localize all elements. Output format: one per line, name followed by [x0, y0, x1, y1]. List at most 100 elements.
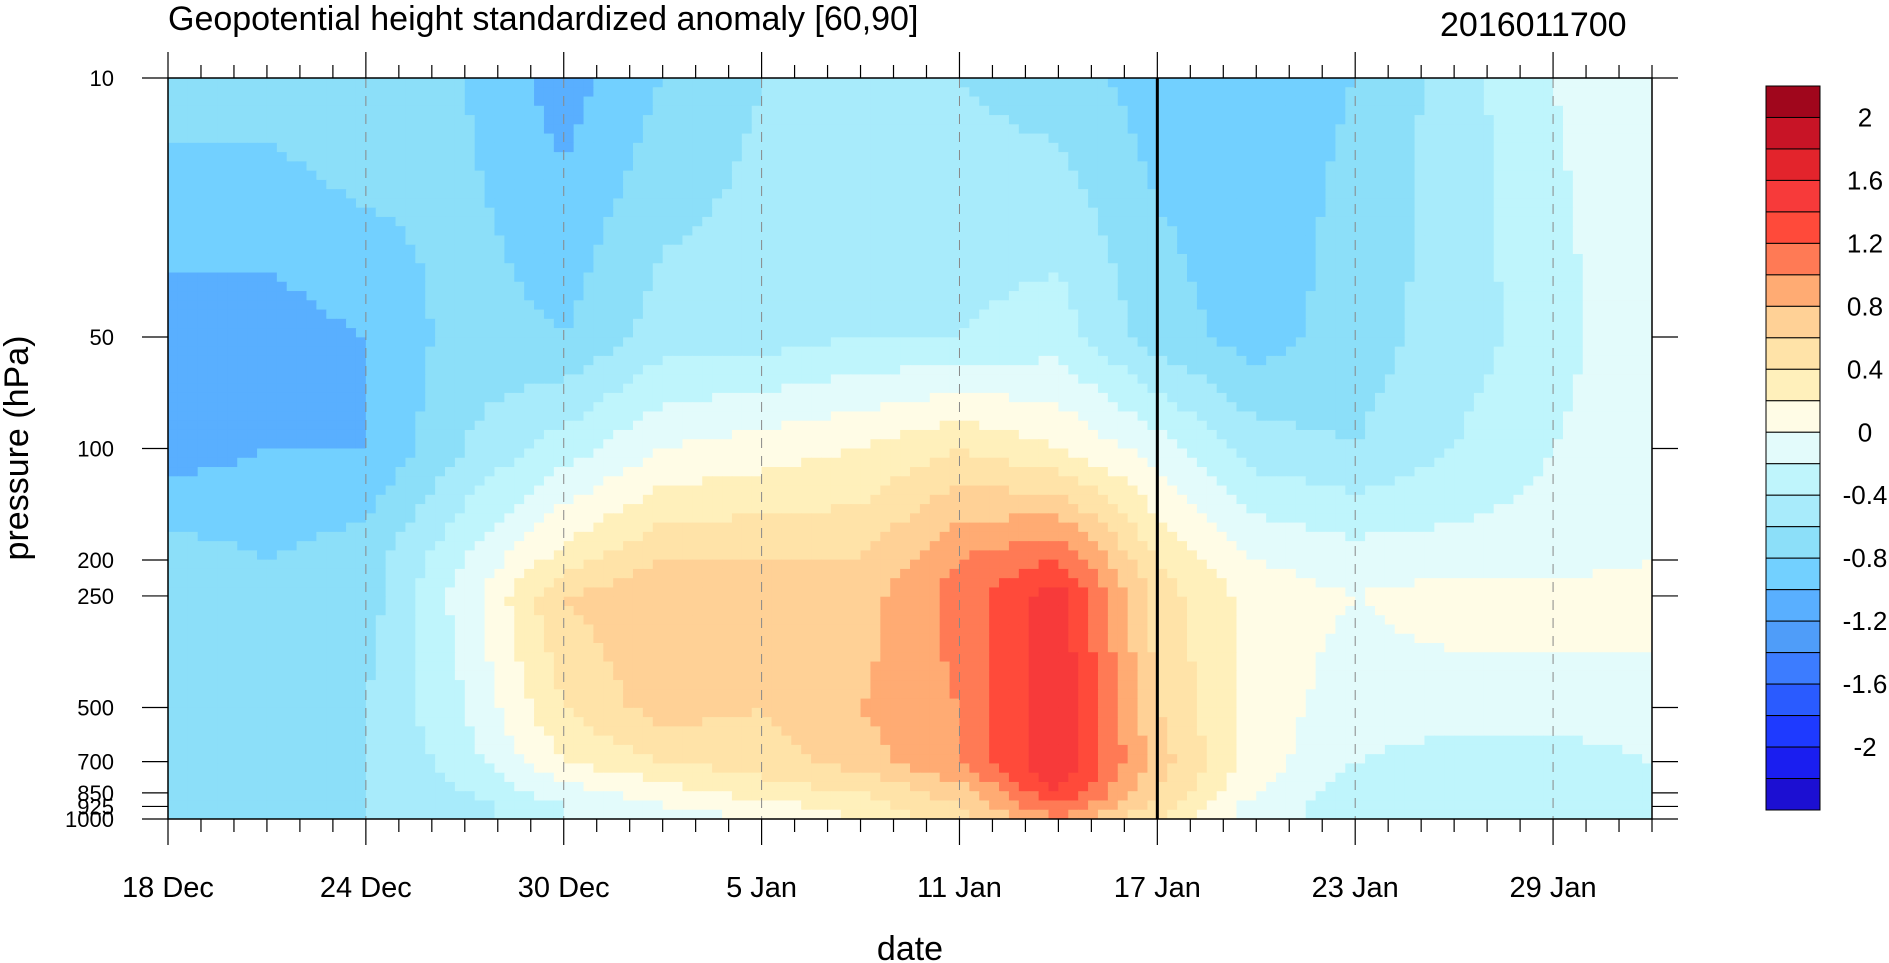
- field-cell: [1612, 96, 1623, 107]
- field-cell: [1246, 216, 1257, 227]
- field-cell: [722, 179, 733, 190]
- field-cell: [207, 346, 219, 357]
- field-cell: [1464, 142, 1475, 153]
- field-cell: [1157, 365, 1168, 375]
- field-cell: [395, 78, 407, 88]
- field-cell: [1632, 78, 1643, 88]
- field-cell: [1572, 207, 1584, 218]
- field-cell: [1553, 355, 1564, 366]
- field-cell: [1345, 78, 1356, 88]
- field-cell: [1582, 78, 1594, 88]
- field-cell: [1434, 281, 1445, 292]
- field-cell: [1365, 309, 1376, 320]
- field-cell: [1117, 105, 1129, 116]
- field-cell: [1117, 365, 1129, 375]
- field-cell: [1454, 170, 1465, 181]
- field-cell: [929, 272, 941, 283]
- field-cell: [712, 179, 723, 190]
- field-cell: [573, 105, 585, 116]
- field-cell: [919, 198, 931, 209]
- field-cell: [1097, 179, 1109, 190]
- field-cell: [296, 207, 308, 218]
- field-cell: [1137, 244, 1149, 255]
- field-cell: [1137, 161, 1149, 172]
- field-cell: [385, 235, 397, 246]
- field-cell: [1523, 253, 1534, 264]
- field-cell: [1473, 281, 1485, 292]
- field-cell: [1622, 291, 1633, 301]
- field-cell: [385, 207, 397, 218]
- field-cell: [632, 115, 644, 125]
- field-cell: [445, 263, 456, 274]
- field-cell: [1177, 152, 1188, 162]
- field-cell: [227, 337, 238, 348]
- field-cell: [1562, 207, 1574, 218]
- field-cell: [1434, 300, 1445, 311]
- field-cell: [405, 152, 416, 162]
- field-cell: [929, 226, 941, 237]
- field-cell: [227, 105, 238, 116]
- field-cell: [1157, 281, 1168, 292]
- field-cell: [1523, 124, 1534, 135]
- field-cell: [623, 355, 634, 366]
- field-cell: [761, 374, 773, 385]
- field-cell: [454, 374, 466, 385]
- field-cell: [543, 383, 555, 394]
- field-cell: [910, 346, 921, 357]
- field-cell: [375, 365, 387, 375]
- field-cell: [840, 133, 852, 144]
- field-cell: [939, 133, 951, 144]
- field-cell: [860, 365, 872, 375]
- field-cell: [316, 244, 327, 255]
- field-cell: [355, 133, 367, 144]
- field-cell: [692, 189, 703, 200]
- field-cell: [1642, 133, 1652, 144]
- field-cell: [276, 318, 288, 329]
- field-cell: [1454, 337, 1465, 348]
- field-cell: [1572, 309, 1584, 320]
- field-cell: [722, 272, 733, 283]
- field-cell: [385, 318, 397, 329]
- field-cell: [1424, 244, 1435, 255]
- field-cell: [1147, 207, 1158, 218]
- field-cell: [939, 235, 951, 246]
- field-cell: [593, 337, 604, 348]
- field-cell: [979, 365, 990, 375]
- field-cell: [761, 161, 773, 172]
- field-cell: [880, 105, 891, 116]
- field-cell: [969, 291, 980, 301]
- field-cell: [1127, 189, 1139, 200]
- field-cell: [276, 87, 288, 98]
- field-cell: [1365, 263, 1376, 274]
- field-cell: [1315, 78, 1327, 88]
- field-cell: [1078, 244, 1089, 255]
- field-cell: [692, 235, 703, 246]
- field-cell: [860, 152, 872, 162]
- field-cell: [761, 105, 773, 116]
- field-cell: [1404, 179, 1416, 190]
- field-cell: [365, 244, 377, 255]
- field-cell: [306, 207, 317, 218]
- field-cell: [1493, 152, 1505, 162]
- field-cell: [237, 253, 248, 264]
- field-cell: [1196, 328, 1208, 338]
- field-cell: [929, 198, 941, 209]
- field-cell: [1226, 309, 1238, 320]
- field-cell: [910, 337, 921, 348]
- field-cell: [979, 235, 990, 246]
- field-cell: [1394, 142, 1406, 153]
- field-cell: [563, 124, 575, 135]
- field-cell: [1038, 281, 1050, 292]
- field-cell: [435, 328, 446, 338]
- field-cell: [771, 328, 782, 338]
- field-cell: [514, 207, 525, 218]
- field-cell: [445, 124, 456, 135]
- field-cell: [1216, 105, 1228, 116]
- field-cell: [445, 78, 456, 88]
- field-cell: [237, 105, 248, 116]
- field-cell: [474, 96, 486, 107]
- field-cell: [1107, 87, 1119, 98]
- field-cell: [1206, 374, 1218, 385]
- field-cell: [989, 87, 1000, 98]
- field-cell: [959, 346, 970, 357]
